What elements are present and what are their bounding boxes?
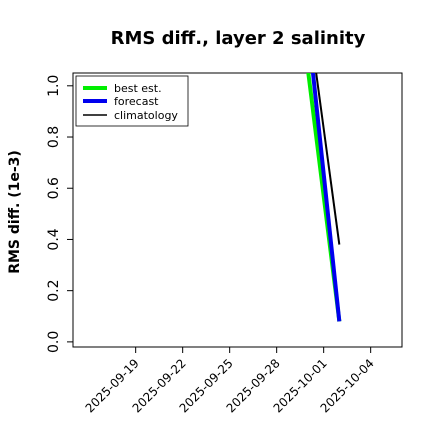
- plot-area: [72, 72, 403, 348]
- legend-label-best-est: best est.: [114, 82, 162, 95]
- legend-label-forecast: forecast: [114, 95, 159, 108]
- y-axis-label: RMS diff. (1e-3): [7, 150, 23, 274]
- y-tick-label: 0.8: [46, 126, 62, 148]
- y-tick-label: 0.2: [46, 280, 62, 302]
- x-axis: 2025-09-192025-09-222025-09-252025-09-28…: [83, 347, 377, 415]
- chart-title: RMS diff., layer 2 salinity: [111, 28, 366, 49]
- series-line-forecast: [310, 73, 342, 322]
- y-axis: 0.0 0.2 0.4 0.6 0.8 1.0: [46, 75, 73, 353]
- y-tick-label: 0.0: [46, 331, 62, 353]
- y-tick-label: 0.4: [46, 228, 62, 250]
- y-tick-label: 1.0: [46, 75, 62, 97]
- legend: best est. forecast climatology: [75, 75, 189, 127]
- legend-label-climatology: climatology: [114, 109, 178, 122]
- y-tick-label: 0.6: [46, 177, 62, 199]
- series-lines: [306, 73, 342, 322]
- series-line-climatology: [315, 73, 341, 245]
